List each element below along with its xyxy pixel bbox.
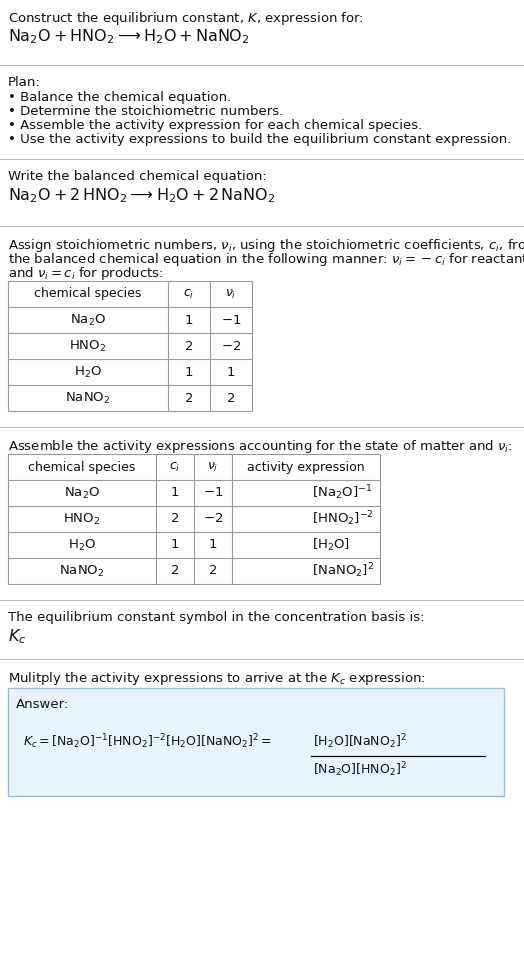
Text: Construct the equilibrium constant, $K$, expression for:: Construct the equilibrium constant, $K$,… [8, 10, 364, 27]
Text: • Determine the stoichiometric numbers.: • Determine the stoichiometric numbers. [8, 105, 283, 118]
Text: Assign stoichiometric numbers, $\nu_i$, using the stoichiometric coefficients, $: Assign stoichiometric numbers, $\nu_i$, … [8, 237, 524, 254]
Text: $[\mathrm{Na_2O}] [\mathrm{HNO_2}]^2$: $[\mathrm{Na_2O}] [\mathrm{HNO_2}]^2$ [313, 760, 407, 778]
Text: $\mathrm{H_2O}$: $\mathrm{H_2O}$ [68, 537, 96, 553]
Text: 1: 1 [185, 313, 193, 327]
Text: $[\mathrm{H_2O}]$: $[\mathrm{H_2O}]$ [312, 537, 350, 553]
Text: $[\mathrm{HNO_2}]^{-2}$: $[\mathrm{HNO_2}]^{-2}$ [312, 509, 374, 529]
Text: $c_i$: $c_i$ [169, 460, 181, 474]
Text: $-2$: $-2$ [221, 339, 241, 353]
Text: Write the balanced chemical equation:: Write the balanced chemical equation: [8, 170, 267, 183]
FancyBboxPatch shape [8, 688, 504, 796]
Text: $K_c = [\mathrm{Na_2O}]^{-1} [\mathrm{HNO_2}]^{-2} [\mathrm{H_2O}] [\mathrm{NaNO: $K_c = [\mathrm{Na_2O}]^{-1} [\mathrm{HN… [23, 732, 272, 751]
Text: $\mathrm{HNO_2}$: $\mathrm{HNO_2}$ [69, 338, 107, 354]
Text: $-1$: $-1$ [221, 313, 241, 327]
Text: the balanced chemical equation in the following manner: $\nu_i = -c_i$ for react: the balanced chemical equation in the fo… [8, 251, 524, 268]
Text: $\mathrm{NaNO_2}$: $\mathrm{NaNO_2}$ [59, 563, 105, 579]
Text: $-2$: $-2$ [203, 512, 223, 526]
Text: 1: 1 [171, 538, 179, 552]
Text: 2: 2 [227, 391, 235, 405]
Text: • Balance the chemical equation.: • Balance the chemical equation. [8, 91, 231, 104]
Text: $\nu_i$: $\nu_i$ [225, 287, 237, 301]
Text: $\mathrm{Na_2O}$: $\mathrm{Na_2O}$ [70, 312, 106, 328]
Text: 2: 2 [171, 564, 179, 578]
Text: Answer:: Answer: [16, 698, 69, 711]
Text: activity expression: activity expression [247, 460, 365, 474]
Text: $[\mathrm{NaNO_2}]^2$: $[\mathrm{NaNO_2}]^2$ [312, 561, 374, 580]
Text: $[\mathrm{Na_2O}]^{-1}$: $[\mathrm{Na_2O}]^{-1}$ [312, 483, 372, 503]
Text: 1: 1 [227, 365, 235, 379]
Text: $[\mathrm{H_2O}] [\mathrm{NaNO_2}]^2$: $[\mathrm{H_2O}] [\mathrm{NaNO_2}]^2$ [313, 732, 407, 751]
Text: 2: 2 [171, 512, 179, 526]
Text: 1: 1 [185, 365, 193, 379]
Text: • Use the activity expressions to build the equilibrium constant expression.: • Use the activity expressions to build … [8, 133, 511, 146]
Text: $\mathrm{NaNO_2}$: $\mathrm{NaNO_2}$ [66, 390, 111, 406]
Bar [8, 454, 380, 584]
Text: 1: 1 [209, 538, 217, 552]
Text: 2: 2 [209, 564, 217, 578]
Text: $\mathrm{Na_2O + HNO_2 \longrightarrow H_2O + NaNO_2}$: $\mathrm{Na_2O + HNO_2 \longrightarrow H… [8, 27, 250, 46]
Text: $c_i$: $c_i$ [183, 287, 194, 301]
Text: Mulitply the activity expressions to arrive at the $K_c$ expression:: Mulitply the activity expressions to arr… [8, 670, 426, 687]
Text: Assemble the activity expressions accounting for the state of matter and $\nu_i$: Assemble the activity expressions accoun… [8, 438, 512, 455]
Text: $\nu_i$: $\nu_i$ [208, 460, 219, 474]
Text: $\mathrm{H_2O}$: $\mathrm{H_2O}$ [74, 364, 102, 380]
Text: and $\nu_i = c_i$ for products:: and $\nu_i = c_i$ for products: [8, 265, 163, 282]
Text: $K_c$: $K_c$ [8, 627, 26, 646]
Bar [8, 281, 252, 411]
Text: • Assemble the activity expression for each chemical species.: • Assemble the activity expression for e… [8, 119, 422, 132]
Text: $\mathrm{Na_2O}$: $\mathrm{Na_2O}$ [64, 485, 100, 501]
Text: chemical species: chemical species [34, 287, 141, 301]
Text: $\mathrm{Na_2O + 2\,HNO_2 \longrightarrow H_2O + 2\,NaNO_2}$: $\mathrm{Na_2O + 2\,HNO_2 \longrightarro… [8, 186, 275, 205]
Text: $-1$: $-1$ [203, 486, 223, 500]
Text: chemical species: chemical species [28, 460, 136, 474]
Text: The equilibrium constant symbol in the concentration basis is:: The equilibrium constant symbol in the c… [8, 611, 424, 624]
Text: Plan:: Plan: [8, 76, 41, 89]
Text: $\mathrm{HNO_2}$: $\mathrm{HNO_2}$ [63, 511, 101, 527]
Text: 2: 2 [185, 391, 193, 405]
Text: 1: 1 [171, 486, 179, 500]
Text: 2: 2 [185, 339, 193, 353]
